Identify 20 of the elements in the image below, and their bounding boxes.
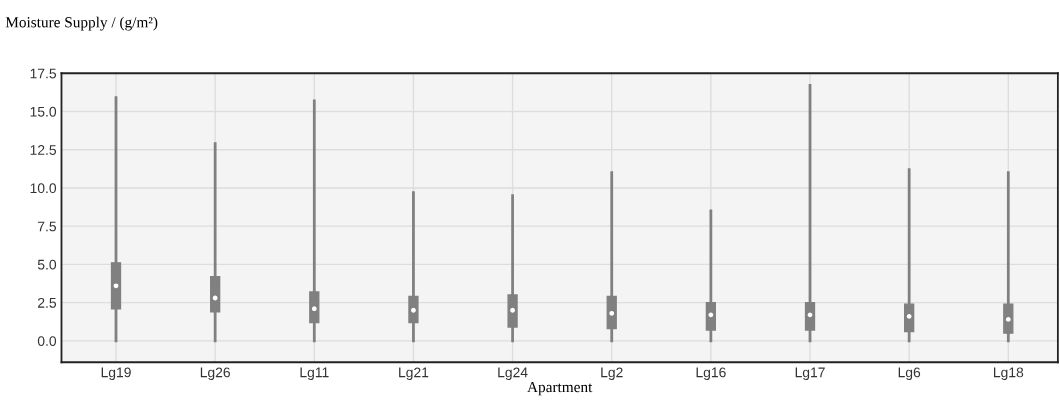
y-tick-label: 10.0 [30, 183, 57, 194]
x-axis-title: Apartment [527, 381, 593, 396]
x-tick-label: Lg21 [399, 367, 429, 381]
x-tick-label: Lg6 [898, 367, 921, 381]
chart-title: Moisture Supply / (g/m²) [5, 16, 158, 31]
x-tick-label: Lg17 [795, 367, 825, 381]
y-tick-label: 7.5 [38, 221, 57, 232]
y-tick-label: 15.0 [30, 106, 57, 117]
x-tick-label: Lg11 [300, 367, 329, 381]
x-tick-label: Lg16 [696, 367, 726, 381]
x-tick-label: Lg18 [994, 367, 1024, 381]
x-tick-label: Lg2 [601, 367, 623, 381]
x-tick-label: Lg26 [200, 367, 230, 381]
x-tick-label: Lg24 [498, 367, 528, 381]
y-tick-label: 0.0 [37, 336, 57, 346]
y-tick-label: 5.0 [37, 259, 57, 270]
y-tick-label: 12.5 [30, 145, 57, 155]
y-tick-label: 17.5 [30, 68, 57, 79]
y-tick-label: 2.5 [38, 297, 57, 308]
x-tick-label: Lg19 [101, 367, 131, 381]
